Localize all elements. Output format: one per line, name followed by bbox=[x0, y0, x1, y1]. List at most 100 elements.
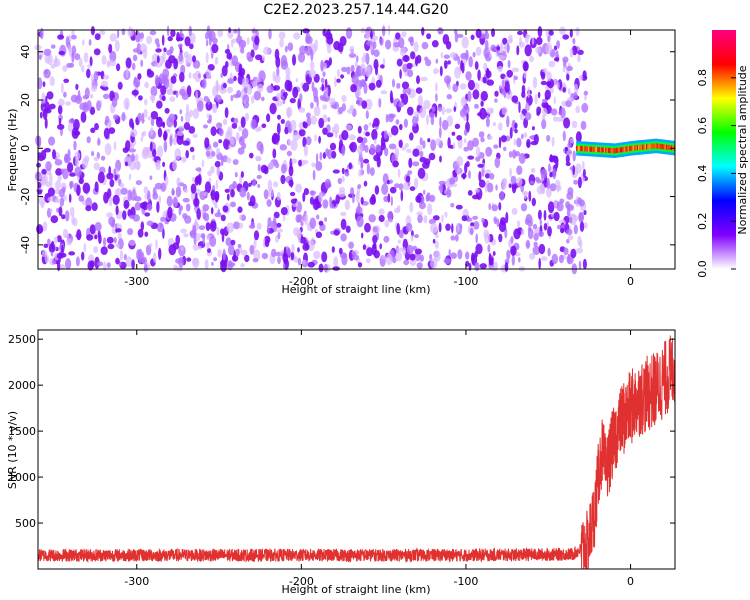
spectrogram-noise-cell bbox=[232, 159, 239, 165]
spectrogram-noise-cell bbox=[80, 111, 87, 123]
spectrogram-noise-cell bbox=[582, 258, 587, 270]
spectrogram-noise-cell bbox=[267, 217, 272, 227]
snr-y-tick-label: 1000 bbox=[8, 471, 36, 484]
spectrogram-noise-cell bbox=[65, 258, 72, 270]
spectrogram-noise-cell bbox=[166, 116, 174, 128]
spectrogram-noise-cell bbox=[71, 214, 75, 225]
spectrogram-noise-cell bbox=[370, 30, 373, 40]
spectrogram-noise-cell bbox=[389, 179, 393, 184]
spectrogram-signal-cell bbox=[635, 145, 638, 151]
spectrogram-noise-cell bbox=[163, 140, 168, 153]
spectrogram-noise-cell bbox=[490, 44, 497, 52]
spectrogram-noise-cell bbox=[135, 180, 143, 186]
spectrogram-noise-cell bbox=[508, 151, 513, 158]
spectrogram-noise-cell bbox=[285, 66, 291, 77]
spectrogram-noise-cell bbox=[439, 116, 442, 128]
spectrogram-noise-cell bbox=[283, 213, 286, 222]
spectrogram-noise-cell bbox=[114, 174, 118, 181]
spectrogram-noise-cell bbox=[188, 72, 192, 79]
spectrogram-noise-cell bbox=[479, 107, 487, 120]
spectrogram-noise-cell bbox=[532, 245, 541, 255]
spectrogram-noise-cell bbox=[506, 42, 510, 54]
spectrogram-noise-cell bbox=[530, 167, 536, 174]
spectrogram-noise-cell bbox=[553, 211, 560, 222]
spectrogram-noise-cell bbox=[180, 28, 183, 34]
spectrogram-noise-cell bbox=[350, 187, 355, 196]
spectrogram-noise-cell bbox=[350, 64, 355, 73]
spectrogram-noise-cell bbox=[400, 189, 404, 202]
spectrogram-noise-cell bbox=[121, 28, 126, 36]
spectrogram-noise-cell bbox=[131, 259, 135, 270]
spectrogram-noise-cell bbox=[348, 241, 354, 249]
spectrogram-noise-cell bbox=[574, 83, 579, 94]
spectrogram-signal-cell bbox=[652, 143, 655, 149]
spectrogram-noise-cell bbox=[263, 189, 269, 200]
spectrogram-noise-cell bbox=[345, 124, 353, 131]
spectrogram-noise-cell bbox=[412, 148, 420, 157]
spectrogram-noise-cell bbox=[276, 92, 282, 101]
spectrogram-noise-cell bbox=[241, 128, 249, 139]
spectrogram-noise-cell bbox=[428, 152, 436, 161]
spectrogram-noise-cell bbox=[284, 45, 288, 53]
spectrogram-noise-cell bbox=[100, 155, 106, 161]
spectrogram-noise-cell bbox=[485, 169, 492, 175]
spectrogram-noise-cell bbox=[226, 86, 233, 94]
spectrogram-noise-cell bbox=[144, 231, 149, 237]
spectrogram-noise-cell bbox=[108, 165, 112, 176]
spectrogram-x-axis-label: Height of straight line (km) bbox=[281, 283, 430, 296]
spectrogram-noise-cell bbox=[467, 190, 473, 196]
spectrogram-noise-cell bbox=[106, 212, 113, 218]
spectrogram-noise-cell bbox=[149, 127, 154, 136]
spectrogram-noise-cell bbox=[217, 29, 224, 38]
spectrogram-noise-cell bbox=[205, 150, 211, 157]
spectrogram-noise-cell bbox=[577, 176, 582, 189]
spectrogram-noise-cell bbox=[38, 196, 46, 205]
spectrogram-noise-cell bbox=[42, 221, 48, 232]
spectrogram-noise-cell bbox=[271, 248, 277, 258]
spectrogram-noise-cell bbox=[365, 131, 370, 137]
spectrogram-noise-cell bbox=[575, 247, 584, 254]
spectrogram-noise-cell bbox=[423, 99, 431, 110]
spectrogram-noise-cell bbox=[450, 202, 455, 208]
spectrogram-noise-cell bbox=[140, 221, 145, 231]
spectrogram-noise-cell bbox=[364, 222, 371, 233]
spectrogram-signal-cell bbox=[594, 146, 597, 152]
spectrogram-noise-cell bbox=[445, 108, 453, 114]
spectrogram-noise-cell bbox=[329, 203, 334, 209]
spectrogram-signal-cell bbox=[602, 147, 605, 153]
spectrogram-noise-cell bbox=[399, 69, 402, 79]
spectrogram-y-tick-label: 0 bbox=[19, 145, 32, 152]
spectrogram-noise-cell bbox=[414, 111, 420, 117]
spectrogram-noise-cell bbox=[502, 37, 508, 45]
spectrogram-noise-cell bbox=[216, 147, 220, 155]
spectrogram-noise-cell bbox=[237, 243, 242, 248]
spectrogram-noise-cell bbox=[523, 190, 527, 200]
spectrogram-noise-cell bbox=[94, 33, 101, 41]
spectrogram-noise-cell bbox=[279, 144, 287, 151]
spectrogram-noise-cell bbox=[273, 181, 279, 188]
spectrogram-noise-cell bbox=[402, 88, 408, 95]
spectrogram-noise-cell bbox=[141, 112, 145, 125]
spectrogram-noise-cell bbox=[506, 69, 513, 78]
spectrogram-noise-cell bbox=[489, 173, 495, 180]
spectrogram-signal-cell bbox=[657, 143, 660, 149]
spectrogram-noise-cell bbox=[136, 160, 141, 171]
spectrogram-noise-cell bbox=[41, 168, 47, 175]
spectrogram-noise-cell bbox=[582, 70, 587, 79]
spectrogram-noise-cell bbox=[465, 251, 470, 260]
spectrogram-noise-cell bbox=[385, 113, 389, 123]
spectrogram-noise-cell bbox=[247, 56, 254, 62]
spectrogram-noise-cell bbox=[178, 51, 183, 63]
spectrogram-noise-cell bbox=[384, 219, 390, 228]
spectrogram-noise-cell bbox=[542, 107, 548, 117]
spectrogram-noise-cell bbox=[322, 71, 326, 77]
spectrogram-noise-cell bbox=[200, 233, 206, 239]
spectrogram-noise-cell bbox=[240, 171, 244, 178]
spectrogram-noise-cell bbox=[129, 160, 137, 171]
spectrogram-noise-cell bbox=[525, 239, 531, 249]
spectrogram-noise-cell bbox=[569, 137, 574, 144]
spectrogram-noise-cell bbox=[544, 89, 551, 100]
spectrogram-noise-cell bbox=[289, 98, 296, 104]
spectrogram-noise-cell bbox=[123, 199, 130, 209]
spectrogram-noise-cell bbox=[291, 244, 295, 253]
